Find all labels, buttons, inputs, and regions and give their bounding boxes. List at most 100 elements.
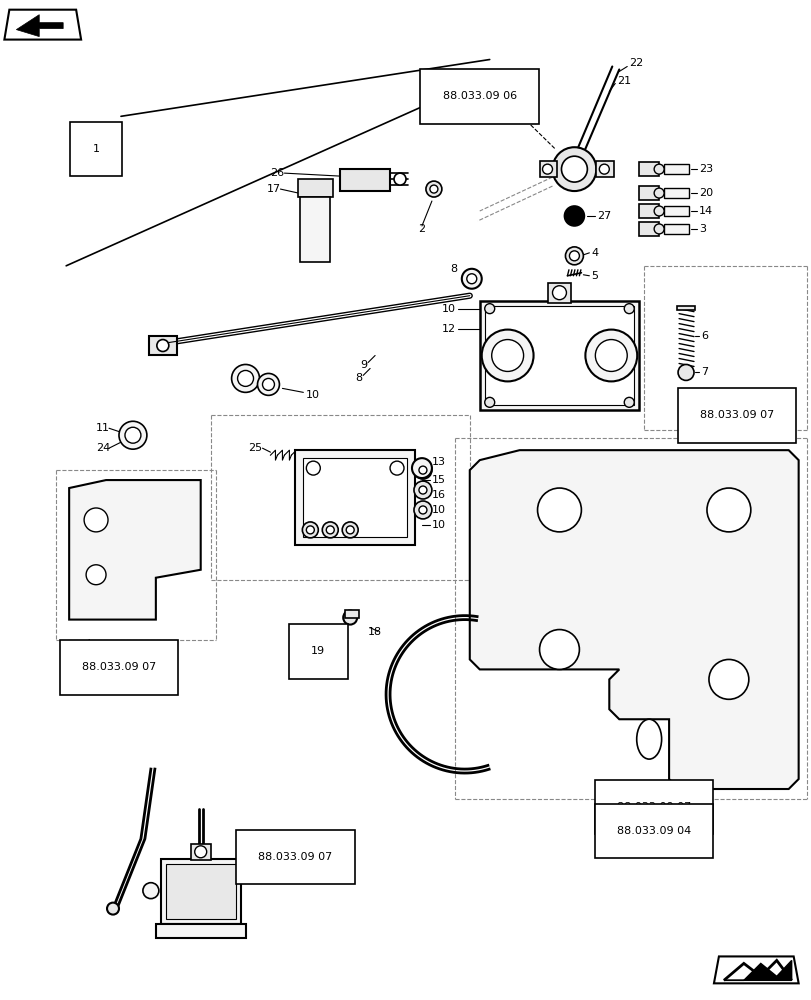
Text: 2: 2 (418, 224, 425, 234)
Text: 10: 10 (305, 390, 319, 400)
Text: 15: 15 (431, 475, 445, 485)
Circle shape (677, 364, 693, 380)
Bar (539, 161, 557, 177)
Bar (165, 864, 235, 919)
Bar (479, 301, 638, 410)
Bar (345, 610, 358, 618)
Circle shape (484, 397, 494, 407)
Circle shape (466, 274, 476, 284)
Bar (638, 162, 659, 176)
Circle shape (418, 506, 427, 514)
Circle shape (624, 397, 633, 407)
Circle shape (414, 481, 431, 499)
Circle shape (414, 501, 431, 519)
Bar (663, 206, 689, 216)
Circle shape (411, 458, 431, 478)
Text: 21: 21 (616, 76, 631, 86)
Bar (300, 197, 330, 262)
Bar (638, 186, 659, 200)
Bar (148, 336, 177, 355)
Bar (638, 204, 659, 218)
Circle shape (564, 206, 584, 226)
Text: 20: 20 (698, 188, 712, 198)
Bar (595, 161, 614, 177)
Bar (298, 179, 333, 197)
Text: 27: 27 (597, 211, 611, 221)
Bar (638, 222, 659, 236)
Circle shape (343, 611, 357, 625)
Bar (663, 224, 689, 234)
Text: 88.033.09 07: 88.033.09 07 (258, 852, 332, 862)
Circle shape (654, 164, 663, 174)
Text: 9: 9 (360, 360, 367, 370)
Bar (340, 169, 389, 191)
Ellipse shape (636, 719, 661, 759)
Polygon shape (69, 480, 200, 620)
Bar (676, 306, 694, 310)
Text: 14: 14 (698, 206, 712, 216)
Text: 88.033.09 04: 88.033.09 04 (616, 826, 690, 836)
Text: 5: 5 (590, 271, 598, 281)
Text: 3: 3 (698, 224, 705, 234)
Circle shape (461, 269, 481, 289)
Circle shape (119, 421, 147, 449)
Polygon shape (723, 960, 791, 980)
Circle shape (708, 659, 748, 699)
Bar (156, 924, 245, 938)
Text: 7: 7 (700, 367, 707, 377)
Circle shape (706, 488, 750, 532)
Text: 19: 19 (311, 646, 325, 656)
Text: 88.033.09 07: 88.033.09 07 (616, 802, 690, 812)
Text: 17: 17 (266, 184, 281, 194)
Circle shape (195, 846, 207, 858)
Circle shape (551, 286, 566, 300)
Circle shape (429, 185, 437, 193)
Bar (191, 844, 210, 860)
Circle shape (414, 461, 431, 479)
Bar (161, 859, 240, 924)
Polygon shape (4, 10, 81, 40)
Text: 24: 24 (96, 443, 110, 453)
Circle shape (302, 522, 318, 538)
Circle shape (654, 188, 663, 198)
Circle shape (481, 330, 533, 381)
Text: 88.033.09 06: 88.033.09 06 (442, 91, 516, 101)
Circle shape (306, 526, 314, 534)
Text: 10: 10 (431, 520, 445, 530)
Circle shape (599, 164, 608, 174)
Circle shape (107, 903, 119, 915)
Circle shape (426, 181, 441, 197)
Text: 13: 13 (431, 457, 445, 467)
Bar (295, 450, 414, 545)
Text: 8: 8 (450, 264, 457, 274)
Circle shape (564, 247, 582, 265)
Text: 11: 11 (96, 423, 110, 433)
Polygon shape (470, 450, 798, 789)
Circle shape (560, 156, 586, 182)
Polygon shape (713, 956, 798, 983)
Circle shape (231, 364, 260, 392)
Circle shape (654, 224, 663, 234)
Circle shape (393, 173, 406, 185)
Text: 12: 12 (441, 324, 455, 334)
Circle shape (306, 461, 320, 475)
Circle shape (418, 466, 427, 474)
Polygon shape (16, 15, 63, 37)
Bar (303, 458, 406, 537)
Circle shape (125, 427, 141, 443)
Circle shape (238, 370, 253, 386)
Text: 4: 4 (590, 248, 598, 258)
Circle shape (86, 565, 106, 585)
Circle shape (537, 488, 581, 532)
Circle shape (262, 378, 274, 390)
Circle shape (542, 164, 551, 174)
Circle shape (322, 522, 338, 538)
Circle shape (418, 486, 427, 494)
Circle shape (389, 461, 404, 475)
Bar (663, 188, 689, 198)
Bar (663, 164, 689, 174)
Circle shape (491, 340, 523, 371)
Circle shape (326, 526, 334, 534)
Text: 18: 18 (367, 627, 382, 637)
Circle shape (345, 526, 354, 534)
